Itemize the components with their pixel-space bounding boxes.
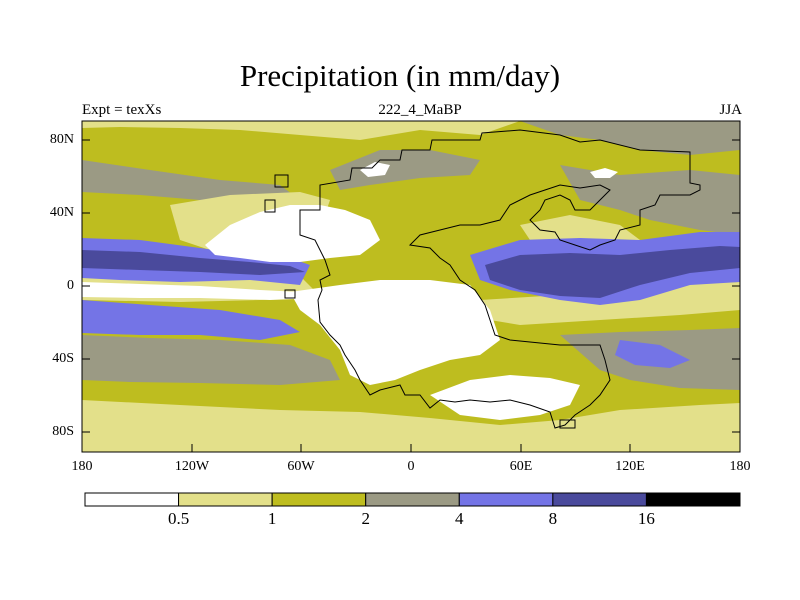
island-outline-1 (284, 289, 296, 299)
x-tick-label: 0 (407, 459, 415, 474)
experiment-label: Expt = texXs (82, 102, 162, 118)
field-white-pangea-south (290, 280, 500, 385)
x-tick-label: 180 (729, 459, 751, 474)
field-darkblue-pacific (82, 250, 305, 275)
y-tick-label: 80S (52, 424, 74, 439)
field-gray-north-arctic (520, 121, 740, 155)
field-yellow-north (82, 121, 520, 140)
colorbar-swatch (365, 492, 460, 507)
colorbar (84, 492, 741, 507)
field-white-south-africa (430, 375, 580, 420)
coastline-outline (299, 129, 701, 429)
x-tick-label: 180 (71, 459, 93, 474)
colorbar-level-label: 0.5 (167, 509, 190, 528)
island-outline-3 (274, 174, 289, 188)
field-gray-north-asia (560, 165, 740, 235)
y-tick-label: 40N (49, 205, 74, 220)
colorbar-level-label: 2 (361, 509, 370, 528)
x-tick-label: 120W (174, 459, 210, 474)
field-white-mid-asia (360, 162, 390, 177)
field-darkblue-monsoon (485, 246, 740, 298)
colorbar-swatch (271, 492, 367, 507)
y-tick-label: 0 (67, 278, 74, 293)
field-white-north-america (205, 205, 380, 262)
colorbar-level-label: 8 (548, 509, 558, 528)
field-white-arctic-patch (590, 168, 618, 178)
colorbar-level-label: 16 (637, 509, 655, 528)
colorbar-swatch (84, 492, 180, 507)
island-outline-4 (559, 419, 576, 429)
field-yellow-south (82, 400, 740, 452)
map-title: Precipitation (in mm/day) (239, 58, 561, 93)
map-field (82, 121, 740, 452)
field-white-eastern-pacific (82, 282, 320, 300)
field-gray-south-pacific (82, 335, 340, 385)
island-outline-2 (264, 199, 276, 213)
y-tick-label: 40S (52, 351, 74, 366)
colorbar-swatch (645, 492, 741, 507)
field-blue-south-pacific (82, 300, 300, 340)
season-label: JJA (719, 102, 742, 118)
period-label: 222_4_MaBP (378, 102, 462, 118)
y-tick-label: 80N (49, 132, 74, 147)
x-tick-label: 120E (615, 459, 645, 474)
x-tick-label: 60W (287, 459, 315, 474)
field-gray-north-atlantic (330, 150, 480, 190)
colorbar-level-label: 4 (455, 509, 464, 528)
field-gray-north-pacific (82, 160, 300, 205)
x-tick-label: 60E (509, 459, 533, 474)
colorbar-swatch (458, 492, 554, 507)
colorbar-swatch (552, 492, 647, 507)
colorbar-level-label: 1 (267, 509, 277, 528)
field-blue-south-indian (615, 340, 690, 368)
axis-ticks (81, 139, 741, 452)
colorbar-swatch (178, 492, 273, 507)
